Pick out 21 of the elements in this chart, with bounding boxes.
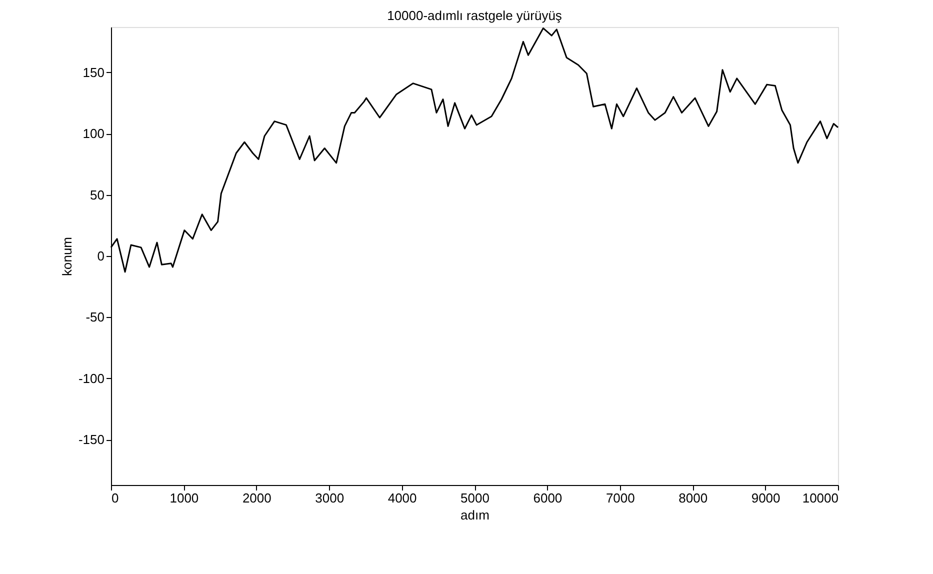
y-tick-label: -150 [78, 432, 104, 448]
x-tick-label: 10000 [802, 490, 838, 506]
x-tick-label: 2000 [242, 490, 272, 506]
x-tick-label: 1000 [170, 490, 199, 506]
y-axis-title: konum [59, 236, 74, 276]
x-axis-title: adım [460, 508, 490, 522]
y-tick-label: 100 [82, 126, 104, 142]
x-tick-label: 8000 [678, 490, 708, 506]
y-tick-label: -50 [86, 310, 104, 325]
y-tick-label: -100 [78, 370, 104, 386]
x-tick-label: 7000 [606, 490, 635, 506]
x-tick-label: 3000 [315, 490, 344, 506]
x-tick-label: 0 [112, 490, 119, 506]
y-tick-label: 50 [90, 187, 104, 202]
x-tick-label: 4000 [388, 490, 417, 506]
x-tick-label: 5000 [460, 490, 490, 506]
x-tick-label: 9000 [751, 490, 780, 506]
y-tick-label: 0 [97, 248, 104, 264]
y-tick-label: 150 [82, 64, 104, 80]
x-tick-label: 6000 [533, 490, 562, 506]
chart-title: 10000-adımlı rastgele yürüyüş [387, 8, 562, 23]
